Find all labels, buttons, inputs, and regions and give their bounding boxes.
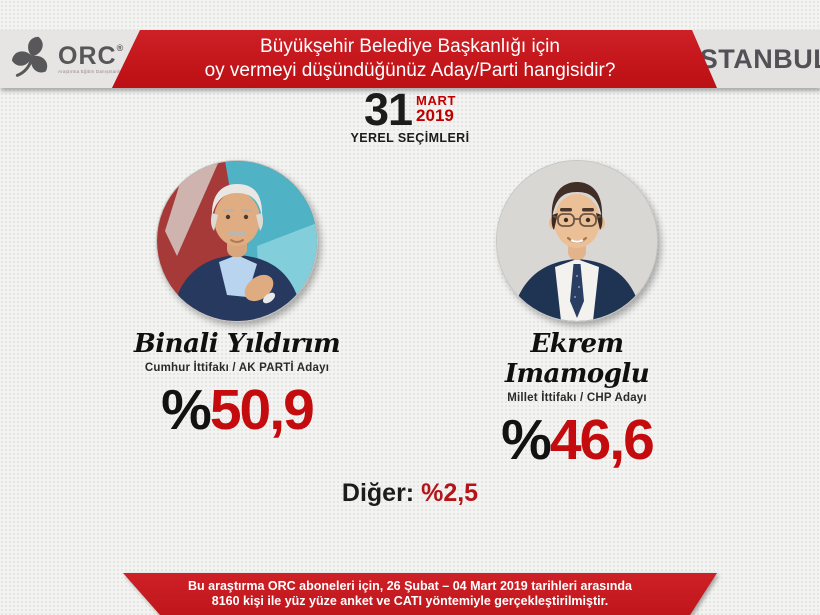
survey-question-line2: oy vermeyi düşündüğünüz Aday/Parti hangi…	[204, 60, 616, 81]
survey-question: Büyükşehir Belediye Başkanlığı için oy v…	[120, 30, 700, 88]
election-date-block: 31 MART 2019 YEREL SEÇİMLERİ	[0, 84, 820, 145]
orc-trefoil-icon	[10, 32, 54, 87]
methodology-note: Bu araştırma ORC aboneleri için, 26 Şuba…	[110, 573, 710, 615]
orc-logo-panel: ORC® Araştırma Eğitim Danışmanlık	[0, 30, 140, 88]
candidate-card-binali-yildirim: Binali Yıldırım Cumhur İttifakı / AK PAR…	[115, 160, 359, 439]
survey-question-line1: Büyükşehir Belediye Başkanlığı için	[260, 36, 560, 57]
other-value: %2,5	[421, 479, 479, 507]
election-month: MART	[416, 93, 456, 108]
election-year: 2019	[416, 106, 454, 125]
footer-banner: Bu araştırma ORC aboneleri için, 26 Şuba…	[0, 573, 820, 615]
candidate-card-ekrem-imamoglu: Ekrem Imamoglu Millet İttifakı / CHP Ada…	[455, 160, 699, 469]
candidate-affiliation: Millet İttifakı / CHP Adayı	[507, 392, 647, 404]
percent-value: 50,9	[209, 378, 315, 442]
percent-value: 46,6	[549, 408, 655, 472]
candidate-name: Binali Yıldırım	[133, 329, 341, 359]
methodology-line1: Bu araştırma ORC aboneleri için, 26 Şuba…	[188, 579, 632, 593]
candidate-photo-ekrem-imamoglu	[496, 160, 658, 322]
methodology-line2: 8160 kişi ile yüz yüze anket ve CATI yön…	[211, 594, 609, 608]
other-label: Diğer:	[341, 479, 422, 507]
candidate-affiliation: Cumhur İttifakı / AK PARTİ Adayı	[144, 362, 330, 374]
candidate-percent: %50,9	[115, 382, 359, 439]
election-day: 31	[363, 84, 413, 135]
candidate-name: Ekrem Imamoglu	[504, 329, 650, 389]
percent-sign: %	[161, 378, 212, 442]
question-ribbon	[112, 30, 717, 88]
region-panel	[692, 30, 820, 88]
region-label: İSTANBUL	[691, 43, 820, 74]
other-result: Diğer: %2,5	[0, 479, 820, 508]
header-banner: ORC® Araştırma Eğitim Danışmanlık İSTANB…	[0, 30, 820, 88]
candidate-photo-binali-yildirim	[156, 160, 318, 322]
candidate-percent: %46,6	[455, 412, 699, 469]
orc-logo-subtext: Araştırma Eğitim Danışmanlık	[58, 68, 124, 74]
registered-mark: ®	[116, 42, 124, 53]
orc-logo-text: ORC	[58, 41, 117, 70]
percent-sign: %	[501, 408, 552, 472]
footer-ribbon	[123, 573, 717, 615]
election-subtitle: YEREL SEÇİMLERİ	[350, 130, 470, 145]
